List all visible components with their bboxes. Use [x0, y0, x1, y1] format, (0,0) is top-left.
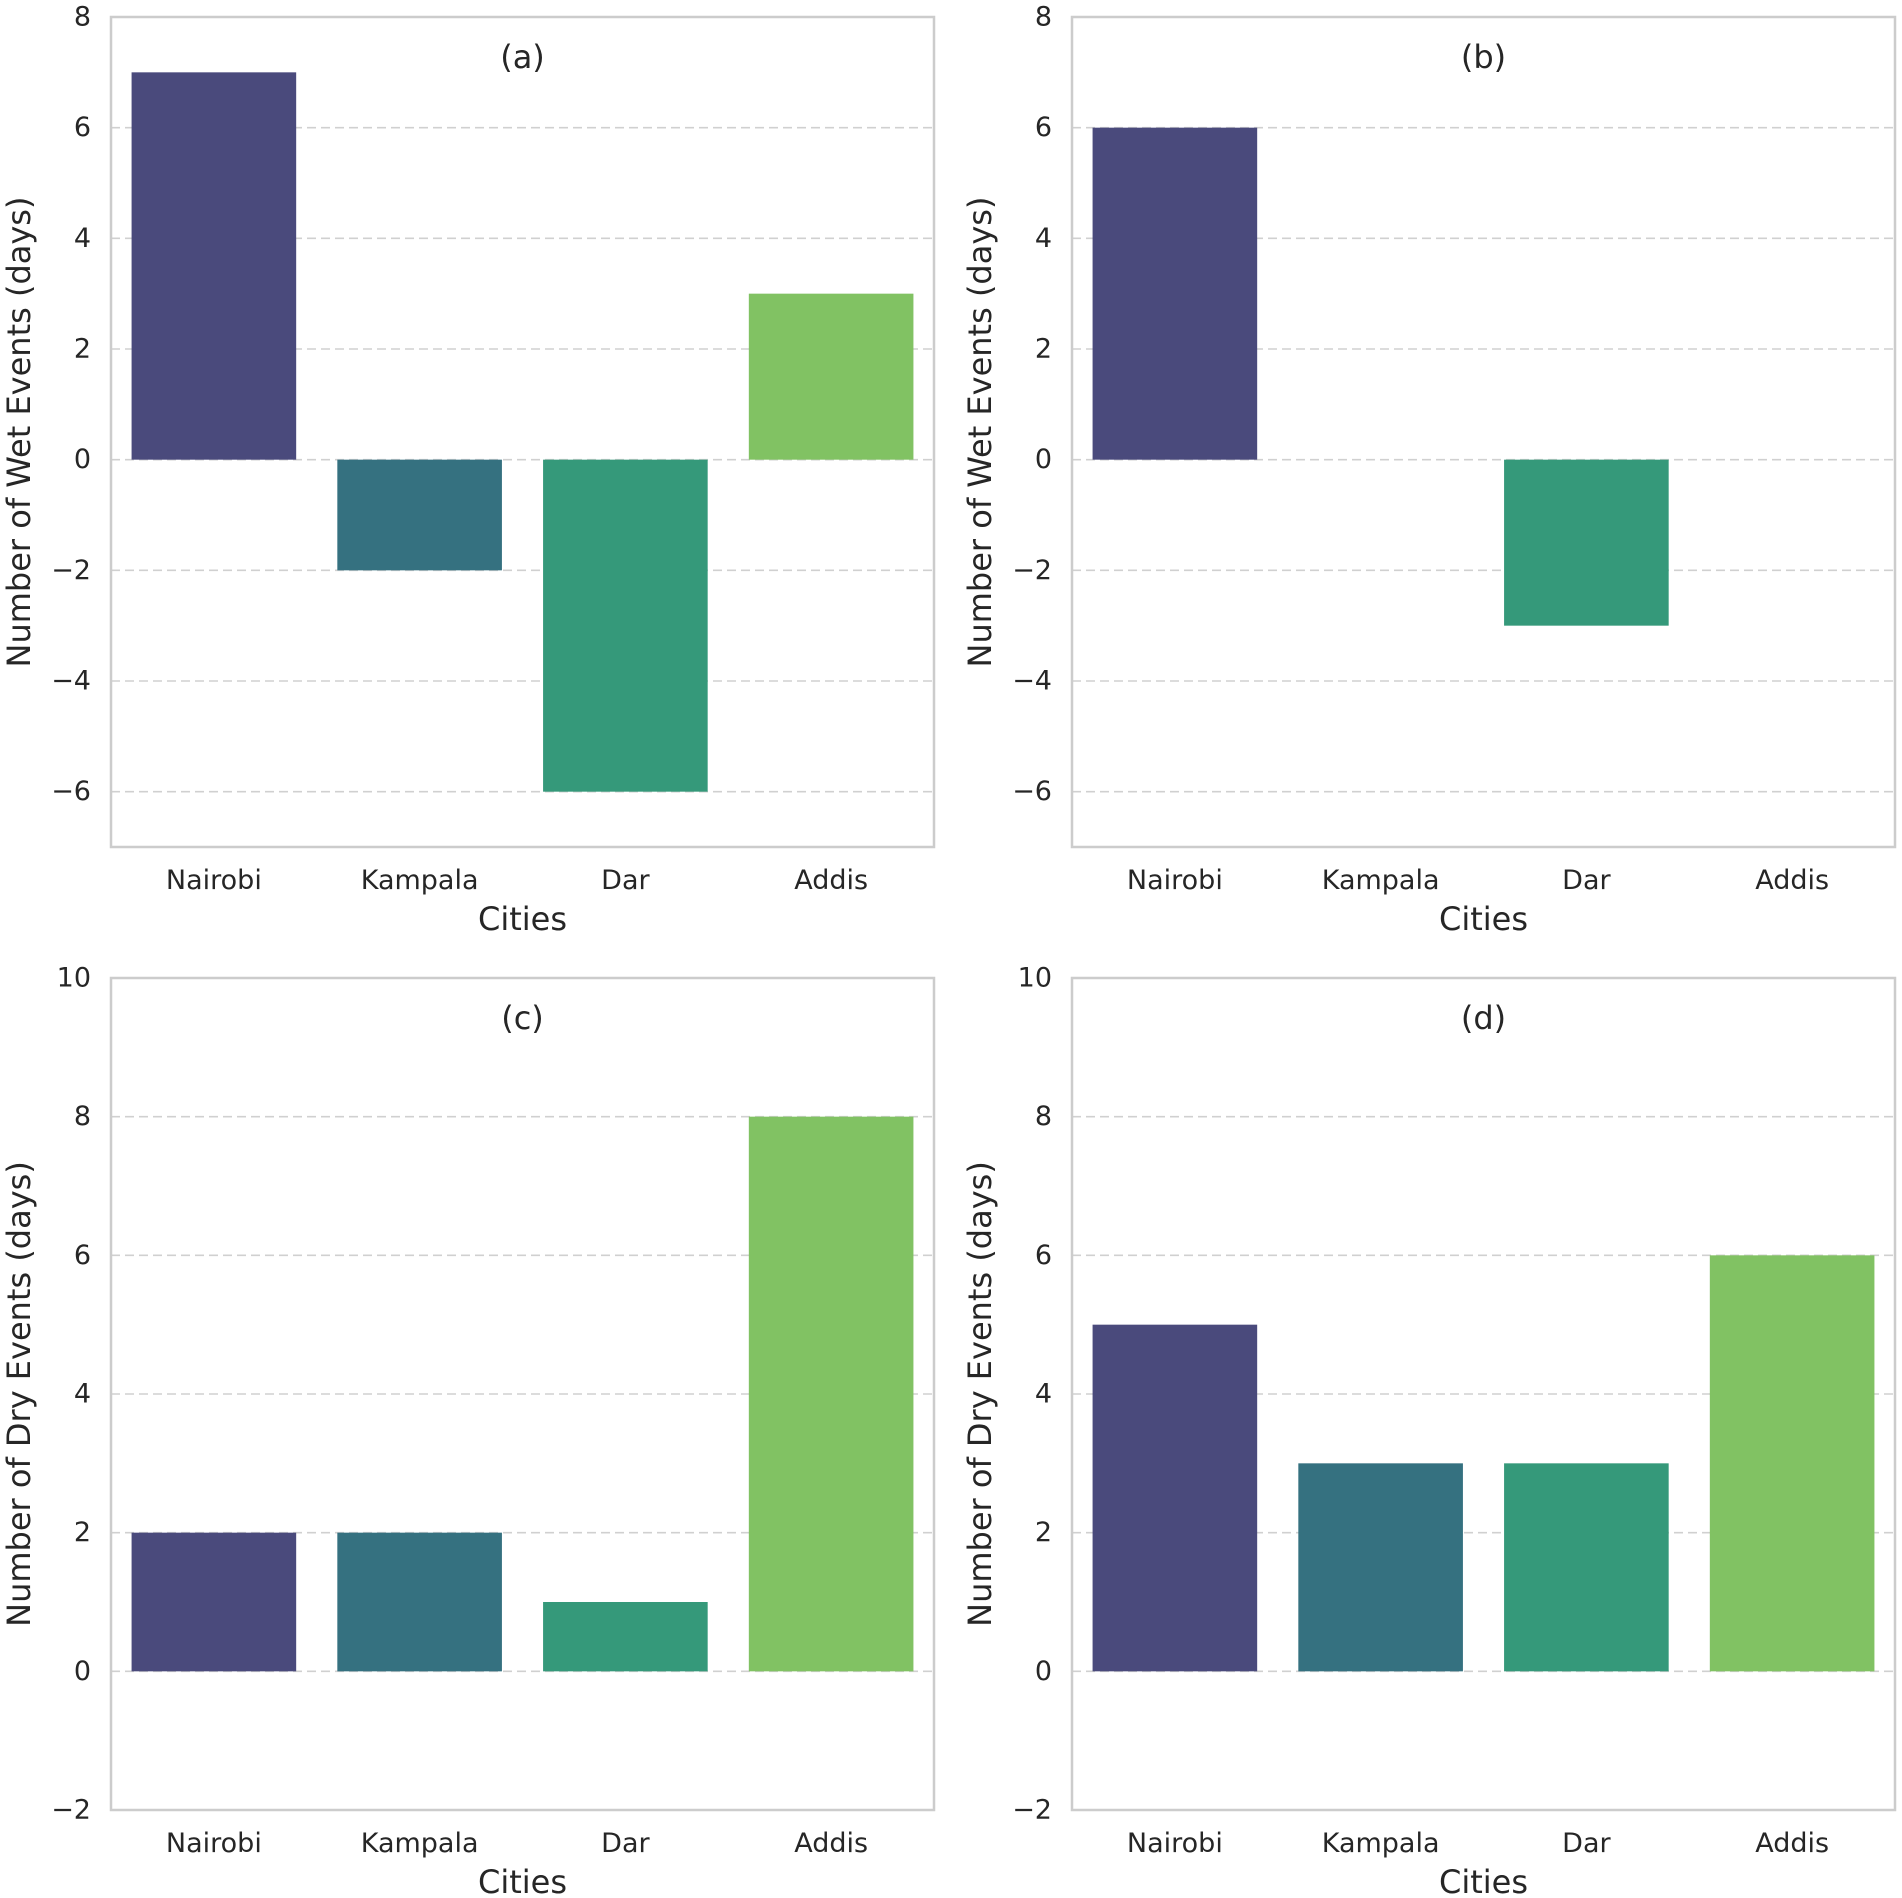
panel-title: (d): [1461, 999, 1506, 1037]
x-tick-label: Nairobi: [1127, 1828, 1223, 1859]
y-tick-label: 6: [74, 112, 91, 143]
x-tick-label: Addis: [1755, 865, 1829, 896]
x-tick-label: Addis: [794, 1828, 868, 1859]
y-tick-label: 8: [74, 2, 91, 33]
y-tick-label: 0: [1035, 1656, 1052, 1687]
y-axis-label: Number of Dry Events (days): [961, 1161, 999, 1627]
x-tick-label: Kampala: [361, 1828, 479, 1859]
x-tick-label: Addis: [1755, 1828, 1829, 1859]
y-tick-label: −4: [51, 666, 91, 697]
bar-addis: [1709, 1255, 1875, 1672]
y-tick-label: 0: [74, 1656, 91, 1687]
y-tick-label: 8: [74, 1101, 91, 1132]
y-tick-label: −6: [1012, 776, 1052, 807]
y-tick-label: 6: [1035, 112, 1052, 143]
plot-frame: [1070, 976, 1897, 1812]
y-axis-label: Number of Wet Events (days): [961, 197, 999, 668]
y-tick-label: −2: [51, 555, 91, 586]
bar-dar: [543, 459, 708, 792]
x-tick-label: Nairobi: [1127, 865, 1223, 896]
plot-frame: [109, 976, 936, 1812]
bar-dar: [1504, 459, 1669, 626]
bar-nairobi: [131, 1532, 297, 1672]
y-tick-label: 6: [74, 1240, 91, 1271]
bar-nairobi: [1092, 127, 1258, 460]
bar-nairobi: [1092, 1324, 1258, 1672]
x-tick-label: Nairobi: [166, 865, 262, 896]
y-tick-label: 2: [1035, 334, 1052, 365]
y-tick-label: 8: [1035, 1101, 1052, 1132]
y-axis-label: Number of Wet Events (days): [0, 197, 38, 668]
bar-nairobi: [131, 72, 297, 460]
y-tick-label: 4: [74, 223, 91, 254]
y-tick-label: −4: [1012, 666, 1052, 697]
x-axis-label: Cities: [1439, 900, 1528, 938]
y-tick-label: 10: [1018, 963, 1052, 994]
plot-frame: [109, 15, 936, 849]
y-tick-label: −6: [51, 776, 91, 807]
panel-a: −6 −4 −2 0 2 4 6 8 Nairobi Kampala Dar Addis Cities N…: [0, 2, 936, 938]
y-tick-label: 2: [74, 1517, 91, 1548]
x-tick-label: Kampala: [1322, 865, 1440, 896]
bar-dar: [1504, 1463, 1669, 1672]
y-tick-label: −2: [1012, 1795, 1052, 1826]
x-tick-label: Addis: [794, 865, 868, 896]
x-axis-label: Cities: [478, 1863, 567, 1898]
x-tick-label: Kampala: [361, 865, 479, 896]
panel-title: (a): [500, 38, 545, 76]
y-tick-label: −2: [1012, 555, 1052, 586]
y-tick-label: 2: [1035, 1517, 1052, 1548]
panel-title: (c): [501, 999, 544, 1037]
y-tick-label: 4: [74, 1379, 91, 1410]
panel-b: −6 −4 −2 0 2 4 6 8 Nairobi Kampala Dar Addis Cities N…: [961, 2, 1897, 938]
bar-addis: [748, 293, 914, 460]
y-tick-label: −2: [51, 1795, 91, 1826]
x-tick-label: Kampala: [1322, 1828, 1440, 1859]
bar-kampala: [337, 1532, 502, 1672]
x-axis-label: Cities: [478, 900, 567, 938]
bar-addis: [748, 1116, 914, 1672]
plot-frame: [1070, 15, 1897, 849]
bar-dar: [543, 1602, 708, 1672]
y-tick-label: 4: [1035, 1379, 1052, 1410]
bar-kampala: [1298, 1463, 1463, 1672]
y-tick-label: 0: [74, 444, 91, 475]
y-tick-label: 10: [57, 963, 91, 994]
x-tick-label: Dar: [601, 1828, 650, 1859]
x-tick-label: Dar: [1562, 1828, 1611, 1859]
x-tick-label: Dar: [601, 865, 650, 896]
panel-d: −2 0 2 4 6 8 10 Nairobi Kampala Dar Addis Cities Num…: [961, 963, 1897, 1898]
x-axis-label: Cities: [1439, 1863, 1528, 1898]
y-tick-label: 0: [1035, 444, 1052, 475]
y-tick-label: 2: [74, 334, 91, 365]
x-tick-label: Nairobi: [166, 1828, 262, 1859]
x-tick-label: Dar: [1562, 865, 1611, 896]
y-tick-label: 6: [1035, 1240, 1052, 1271]
y-axis-label: Number of Dry Events (days): [0, 1161, 38, 1627]
panel-c: −2 0 2 4 6 8 10 Nairobi Kampala Dar Addis Cities Num…: [0, 963, 936, 1898]
y-tick-label: 8: [1035, 2, 1052, 33]
y-tick-label: 4: [1035, 223, 1052, 254]
panel-title: (b): [1461, 38, 1506, 76]
bar-kampala: [337, 459, 502, 571]
